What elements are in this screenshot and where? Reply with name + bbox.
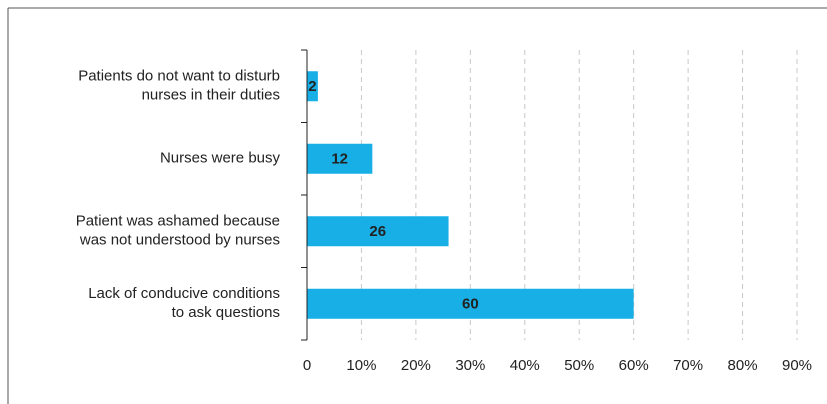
bar [307,71,318,102]
value-label: 12 [331,151,348,168]
x-tick-label: 0 [303,357,311,374]
y-tick-label: nurses in their duties [142,87,280,104]
value-label: 2 [308,78,316,95]
x-tick-label: 50% [564,357,594,374]
y-tick-label: Patients do not want to disturb [78,68,280,85]
y-tick-label: was not understood by nurses [79,232,280,249]
x-tick-label: 40% [510,357,540,374]
value-label: 60 [462,296,479,313]
x-tick-label: 80% [728,357,758,374]
x-tick-label: 90% [782,357,812,374]
y-tick-label: Nurses were busy [160,150,281,167]
y-tick-label: to ask questions [172,304,280,321]
bar [307,216,449,247]
value-label: 26 [369,223,386,240]
y-tick-label: Lack of conducive conditions [88,285,280,302]
x-tick-label: 60% [619,357,649,374]
bar [307,143,373,174]
x-tick-label: 30% [455,357,485,374]
x-tick-label: 20% [401,357,431,374]
bar [307,288,634,319]
y-tick-label: Patient was ashamed because [76,213,280,230]
x-tick-label: 70% [673,357,703,374]
x-tick-label: 10% [346,357,376,374]
